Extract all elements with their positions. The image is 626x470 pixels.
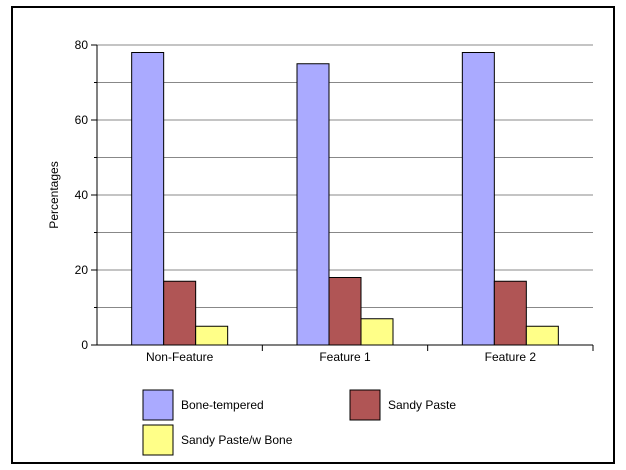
legend-label: Sandy Paste/w Bone	[181, 433, 293, 447]
gridlines	[97, 44, 593, 308]
y-axis-label: Percentages	[47, 161, 61, 228]
legend-swatch	[349, 389, 381, 421]
y-tick-label: 60	[75, 113, 89, 127]
legend-item: Bone-tempered	[142, 389, 264, 421]
bar-sandy-paste-w-bone-feature-1	[360, 318, 394, 346]
y-tick-label: 80	[75, 38, 89, 52]
legend: Bone-tempered Sandy Paste Sandy Paste/w Bo…	[142, 389, 456, 456]
bar-bone-tempered-feature-2	[461, 52, 495, 346]
axes	[91, 44, 594, 351]
legend-swatch	[142, 424, 174, 456]
bars	[131, 52, 559, 346]
y-tick-labels: 0 20 40 60 80	[75, 38, 89, 352]
x-tick-label: Feature 2	[485, 350, 537, 364]
y-tick-label: 40	[75, 188, 89, 202]
x-tick-label: Non-Feature	[146, 350, 214, 364]
y-tick-label: 0	[81, 338, 88, 352]
bar-bone-tempered-feature-1	[296, 63, 330, 346]
bar-sandy-paste-feature-1	[328, 277, 362, 346]
bar-sandy-paste-w-bone-feature-2	[525, 325, 559, 346]
y-tick-label: 20	[75, 263, 89, 277]
bar-sandy-paste-feature-2	[493, 280, 527, 346]
x-tick-labels: Non-Feature Feature 1 Feature 2	[146, 350, 536, 364]
bar-sandy-paste-non-feature	[163, 280, 197, 346]
bar-bone-tempered-non-feature	[131, 52, 165, 346]
bar-sandy-paste-w-bone-non-feature	[195, 325, 229, 346]
legend-item: Sandy Paste	[349, 389, 456, 421]
x-tick-label: Feature 1	[319, 350, 371, 364]
legend-swatch	[142, 389, 174, 421]
legend-label: Bone-tempered	[181, 398, 264, 412]
legend-item: Sandy Paste/w Bone	[142, 424, 293, 456]
legend-label: Sandy Paste	[388, 398, 456, 412]
